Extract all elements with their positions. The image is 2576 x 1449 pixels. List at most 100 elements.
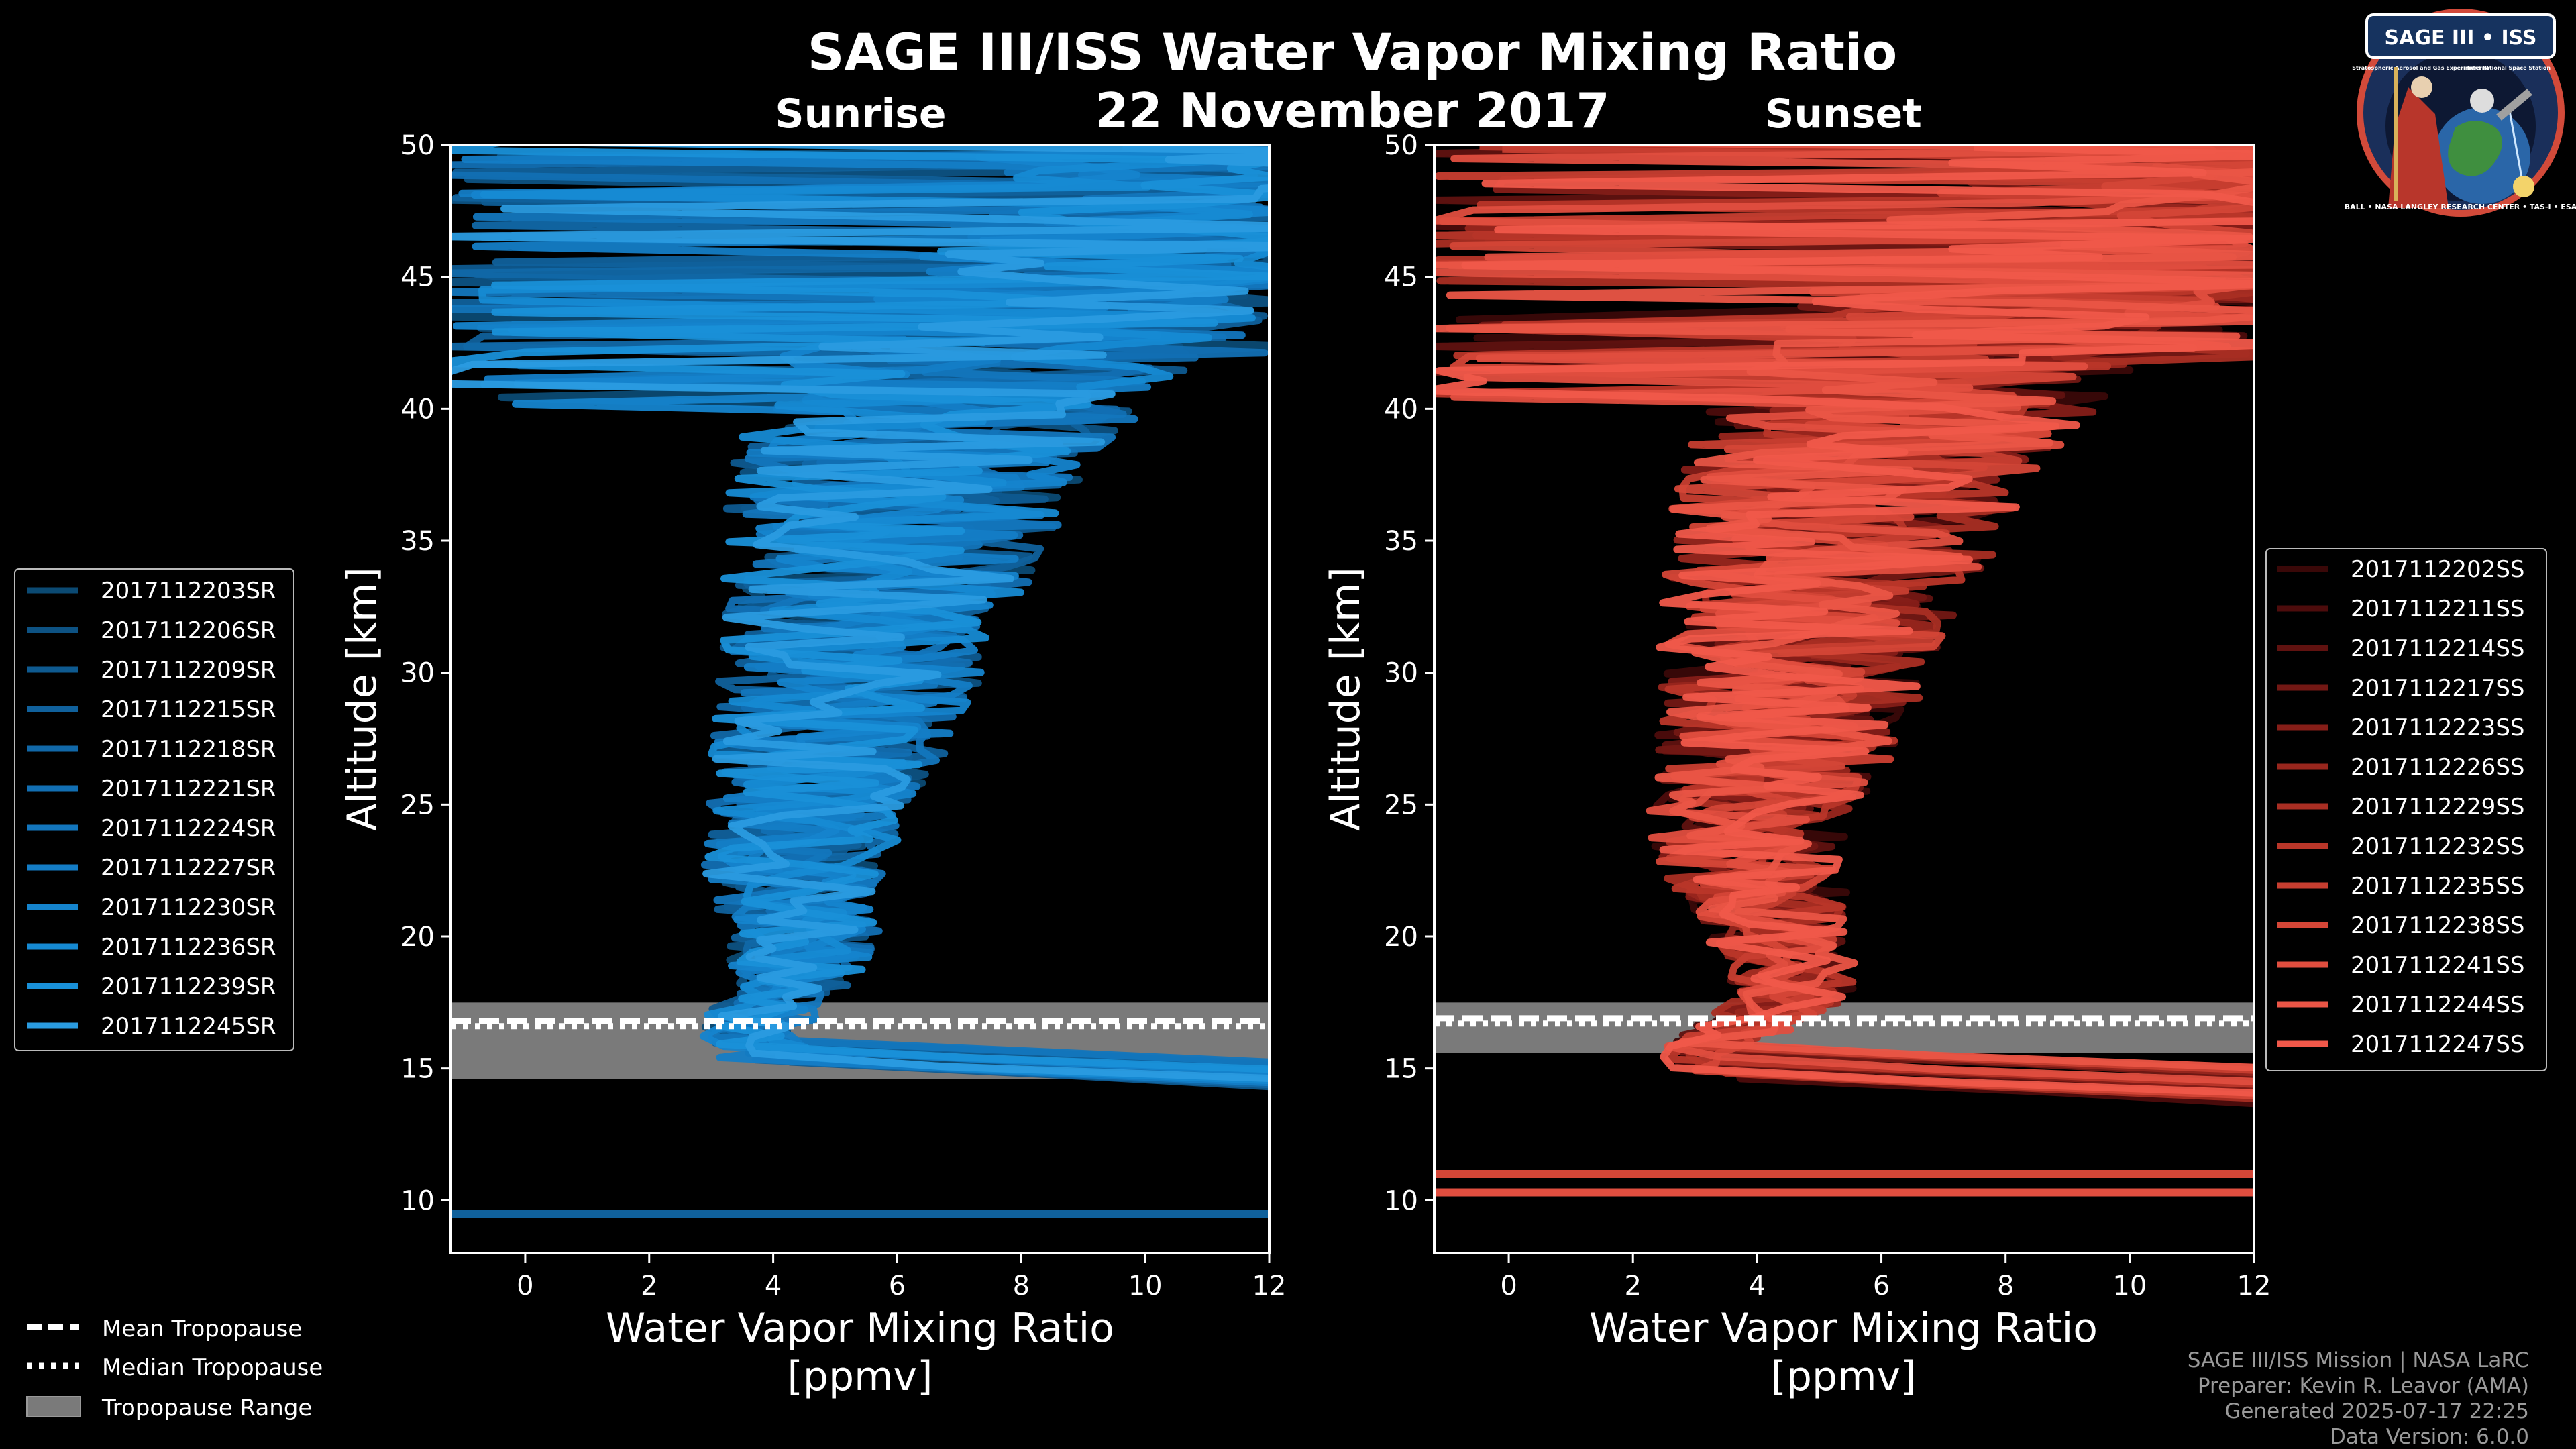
credits: SAGE III/ISS Mission | NASA LaRC Prepare… xyxy=(2188,1348,2529,1449)
credit-line: Preparer: Kevin R. Leavor (AMA) xyxy=(2198,1374,2529,1398)
credit-line: Generated 2025-07-17 22:25 xyxy=(2224,1399,2529,1424)
legend-label-2017112244SS: 2017112244SS xyxy=(2351,991,2524,1018)
legend-label-2017112224SR: 2017112224SR xyxy=(101,815,276,842)
sunset-legend: 2017112202SS 2017112211SS 2017112214SS 2017… xyxy=(2265,548,2547,1071)
credit-line: SAGE III/ISS Mission | NASA LaRC xyxy=(2188,1348,2529,1373)
legend-label-2017112235SS: 2017112235SS xyxy=(2351,873,2524,900)
sunrise-ytick-label: 50 xyxy=(400,130,435,161)
legend-label-2017112241SS: 2017112241SS xyxy=(2351,952,2524,979)
sunset-plot-frame xyxy=(1433,144,2255,1254)
sunrise-plot-frame xyxy=(449,144,1271,1254)
sunrise-ytick-label: 35 xyxy=(400,526,435,557)
credit-line: Data Version: 6.0.0 xyxy=(2330,1425,2529,1449)
sunset-panel: 0 2 4 6 8 10 12 10 15 20 25 30 35 40 45 50 Altitude [km… xyxy=(1322,130,2271,1400)
profile-line-2017112239SR xyxy=(451,145,1269,1073)
sunset-legend-box xyxy=(2265,548,2547,1071)
legend-label-2017112239SR: 2017112239SR xyxy=(101,973,276,1000)
legend-label-2017112229SS: 2017112229SS xyxy=(2351,794,2524,820)
sunrise-xtick-label: 6 xyxy=(889,1271,906,1301)
subtitle-sunrise: Sunrise xyxy=(775,91,946,138)
sunrise-legend: 2017112203SR 2017112206SR 2017112209SR 2017… xyxy=(14,568,294,1051)
sunset-ytick-label: 50 xyxy=(1384,130,1418,161)
profile-line-2017112244SS xyxy=(1434,145,2254,1071)
sunset-tropopause-range xyxy=(1434,1002,2254,1053)
sunset-xtick-label: 4 xyxy=(1749,1271,1766,1301)
badge-moon xyxy=(2470,89,2494,113)
chart-title: SAGE III/ISS Water Vapor Mixing Ratio xyxy=(808,22,1898,82)
sunrise-xtick-label: 0 xyxy=(517,1271,533,1301)
sunset-ylabel: Altitude [km] xyxy=(1322,567,1369,831)
sunset-ytick-label: 15 xyxy=(1384,1054,1418,1085)
legend-label-2017112206SR: 2017112206SR xyxy=(101,617,276,644)
sunset-ytick-label: 20 xyxy=(1384,922,1418,953)
legend-label-2017112236SR: 2017112236SR xyxy=(101,934,276,961)
sunrise-ytick-label: 25 xyxy=(400,790,435,820)
sunset-xtick-label: 12 xyxy=(2237,1271,2271,1301)
sunrise-legend-box xyxy=(14,568,294,1051)
sunrise-xtick-label: 10 xyxy=(1128,1271,1163,1301)
badge-subtext-right: International Space Station xyxy=(2467,65,2551,71)
legend-label-2017112211SS: 2017112211SS xyxy=(2351,596,2524,623)
sunrise-panel: 0 2 4 6 8 10 12 10 15 20 25 30 35 40 45 50 Altitude [km… xyxy=(339,130,1287,1400)
sunset-ytick-label: 40 xyxy=(1384,394,1418,425)
legend-label-2017112232SS: 2017112232SS xyxy=(2351,833,2524,860)
profile-line-2017112247SS xyxy=(1434,145,2254,1097)
legend-label-2017112223SS: 2017112223SS xyxy=(2351,714,2524,741)
legend-label-2017112209SR: 2017112209SR xyxy=(101,657,276,684)
legend-label-2017112226SS: 2017112226SS xyxy=(2351,754,2524,781)
sunset-xlabel: Water Vapor Mixing Ratio xyxy=(1589,1305,2098,1352)
sunrise-ytick-label: 30 xyxy=(400,658,435,689)
legend-label-2017112218SR: 2017112218SR xyxy=(101,736,276,763)
sunset-xunit: [ppmv] xyxy=(1771,1353,1917,1400)
legend-label-2017112214SS: 2017112214SS xyxy=(2351,635,2524,662)
sunset-ytick-label: 35 xyxy=(1384,526,1418,557)
tropopause-range-label: Tropopause Range xyxy=(101,1395,312,1421)
sunrise-xtick-label: 12 xyxy=(1252,1271,1287,1301)
sunrise-xtick-label: 8 xyxy=(1013,1271,1030,1301)
tropopause-legend: Mean Tropopause Median Tropopause Tropop… xyxy=(26,1316,323,1421)
chart-date: 22 November 2017 xyxy=(1095,83,1609,139)
legend-label-2017112221SR: 2017112221SR xyxy=(101,775,276,802)
sunrise-ytick-label: 40 xyxy=(400,394,435,425)
legend-label-2017112215SR: 2017112215SR xyxy=(101,696,276,723)
mission-badge: SAGE III • ISS Stratospheric Aerosol and… xyxy=(2345,9,2576,217)
sunrise-xunit: [ppmv] xyxy=(788,1353,933,1400)
sunrise-ytick-label: 45 xyxy=(400,262,435,293)
sunrise-xtick-label: 2 xyxy=(641,1271,657,1301)
sunrise-ylabel: Altitude [km] xyxy=(339,567,386,831)
badge-continent xyxy=(2448,121,2502,176)
badge-iss-panel xyxy=(2496,89,2532,121)
legend-label-2017112202SS: 2017112202SS xyxy=(2351,556,2524,583)
legend-label-2017112238SS: 2017112238SS xyxy=(2351,912,2524,939)
legend-label-2017112227SR: 2017112227SR xyxy=(101,855,276,881)
median-tropopause-label: Median Tropopause xyxy=(102,1354,323,1381)
sunset-xtick-label: 2 xyxy=(1625,1271,1642,1301)
sunrise-xlabel: Water Vapor Mixing Ratio xyxy=(606,1305,1114,1352)
legend-label-2017112245SR: 2017112245SR xyxy=(101,1013,276,1040)
legend-label-2017112230SR: 2017112230SR xyxy=(101,894,276,921)
badge-title: SAGE III • ISS xyxy=(2385,26,2537,50)
badge-ring-text: BALL • NASA LANGLEY RESEARCH CENTER • TA… xyxy=(2345,203,2576,211)
sunset-ytick-label: 30 xyxy=(1384,658,1418,689)
badge-sun xyxy=(2513,176,2534,197)
sunrise-xtick-label: 4 xyxy=(765,1271,782,1301)
sunset-xtick-label: 6 xyxy=(1873,1271,1890,1301)
tropopause-range-swatch xyxy=(26,1396,81,1417)
badge-title-band xyxy=(2365,13,2556,59)
sunset-xtick-label: 10 xyxy=(2112,1271,2147,1301)
legend-label-2017112217SS: 2017112217SS xyxy=(2351,675,2524,702)
sunrise-ytick-label: 20 xyxy=(400,922,435,953)
mean-tropopause-label: Mean Tropopause xyxy=(102,1316,302,1342)
legend-label-2017112247SS: 2017112247SS xyxy=(2351,1031,2524,1058)
badge-wizard-figure xyxy=(2388,87,2449,208)
badge-beam xyxy=(2508,107,2524,182)
sunrise-ytick-label: 15 xyxy=(400,1054,435,1085)
badge-wizard-head xyxy=(2411,76,2432,98)
profile-line-2017112245SR xyxy=(451,145,1269,1083)
sunset-ytick-label: 25 xyxy=(1384,790,1418,820)
legend-label-2017112203SR: 2017112203SR xyxy=(101,578,276,604)
sunset-xtick-label: 8 xyxy=(1997,1271,2014,1301)
sunset-xtick-label: 0 xyxy=(1500,1271,1517,1301)
sunrise-ytick-label: 10 xyxy=(400,1185,435,1216)
